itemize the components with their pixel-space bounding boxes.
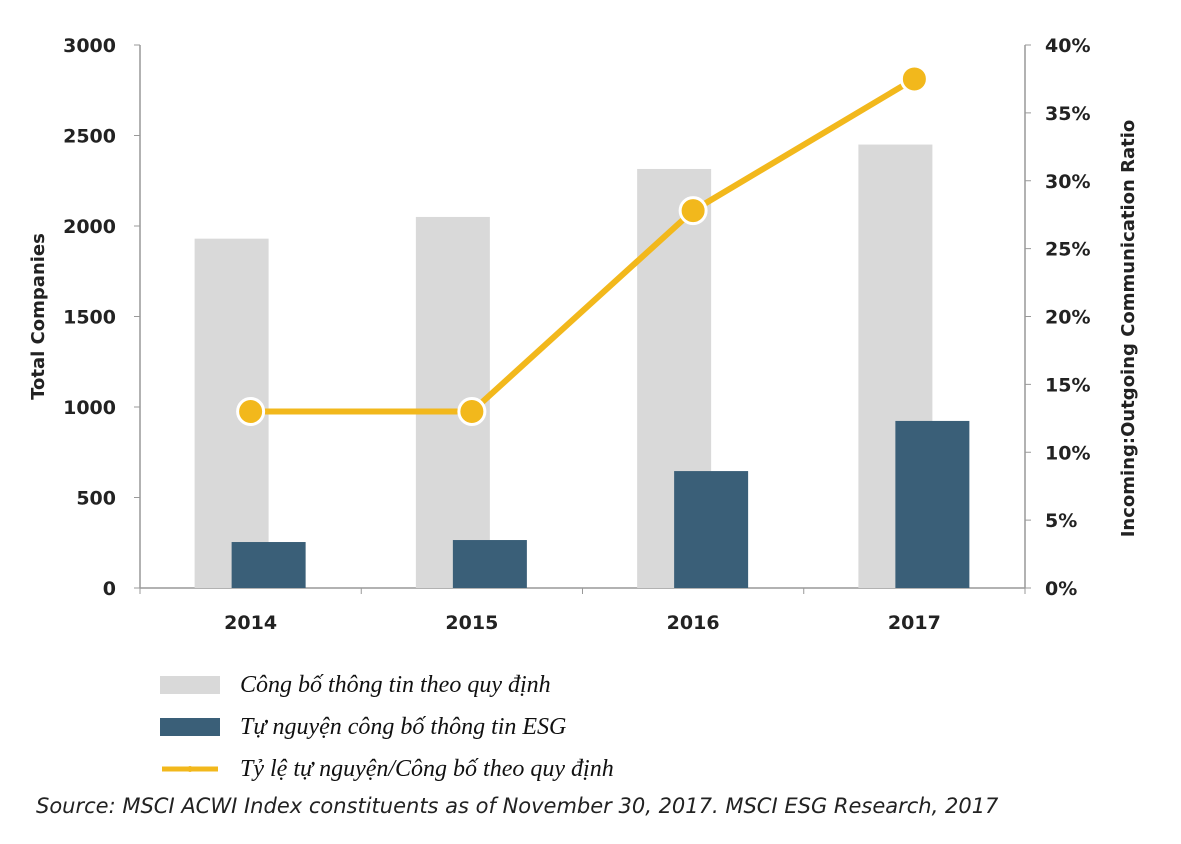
y-tick-label: 1000 (63, 397, 116, 419)
ratio-point (236, 397, 266, 427)
legend-item-voluntary: Tự nguyện công bố thông tin ESG (160, 706, 614, 748)
y-tick-label: 500 (76, 488, 116, 510)
legend: Công bố thông tin theo quy định Tự nguyệ… (160, 664, 614, 790)
legend-label: Tỷ lệ tự nguyện/Công bố theo quy định (240, 755, 614, 782)
x-tick-label: 2016 (667, 612, 720, 634)
y-tick-label: 2000 (63, 216, 116, 238)
ratio-point (678, 196, 708, 226)
y2-axis-title: Incoming:Outgoing Communication Ratio (1118, 120, 1139, 538)
bar-voluntary (674, 471, 749, 588)
legend-swatch-dark (160, 718, 220, 736)
x-tick-label: 2017 (888, 612, 941, 634)
y-tick-label: 0 (103, 578, 116, 600)
y2-tick-label: 0% (1045, 578, 1077, 600)
ratio-point (457, 397, 487, 427)
y2-tick-label: 40% (1045, 35, 1090, 57)
bar-voluntary (231, 542, 306, 588)
y-tick-label: 1500 (63, 307, 116, 329)
y2-tick-label: 10% (1045, 442, 1090, 464)
y2-tick-label: 35% (1045, 103, 1090, 125)
source-note: Source: MSCI ACWI Index constituents as … (36, 794, 999, 818)
x-tick-label: 2015 (445, 612, 498, 634)
y-axis-title: Total Companies (28, 233, 49, 400)
bar-voluntary (452, 540, 527, 588)
legend-item-regulatory: Công bố thông tin theo quy định (160, 664, 614, 706)
legend-label: Công bố thông tin theo quy định (240, 671, 551, 698)
legend-item-ratio: Tỷ lệ tự nguyện/Công bố theo quy định (160, 748, 614, 790)
legend-label: Tự nguyện công bố thông tin ESG (240, 713, 567, 740)
legend-swatch-line (162, 766, 218, 772)
ratio-line (250, 76, 916, 415)
bar-voluntary (895, 420, 970, 588)
y2-tick-label: 5% (1045, 510, 1077, 532)
y-tick-label: 2500 (63, 126, 116, 148)
ratio-point (899, 64, 929, 94)
legend-swatch-gray (160, 676, 220, 694)
y2-tick-label: 30% (1045, 171, 1090, 193)
x-tick-label: 2014 (224, 612, 277, 634)
y-tick-label: 3000 (63, 35, 116, 57)
y2-tick-label: 20% (1045, 307, 1090, 329)
y2-tick-label: 25% (1045, 239, 1090, 261)
y2-tick-label: 15% (1045, 374, 1090, 396)
